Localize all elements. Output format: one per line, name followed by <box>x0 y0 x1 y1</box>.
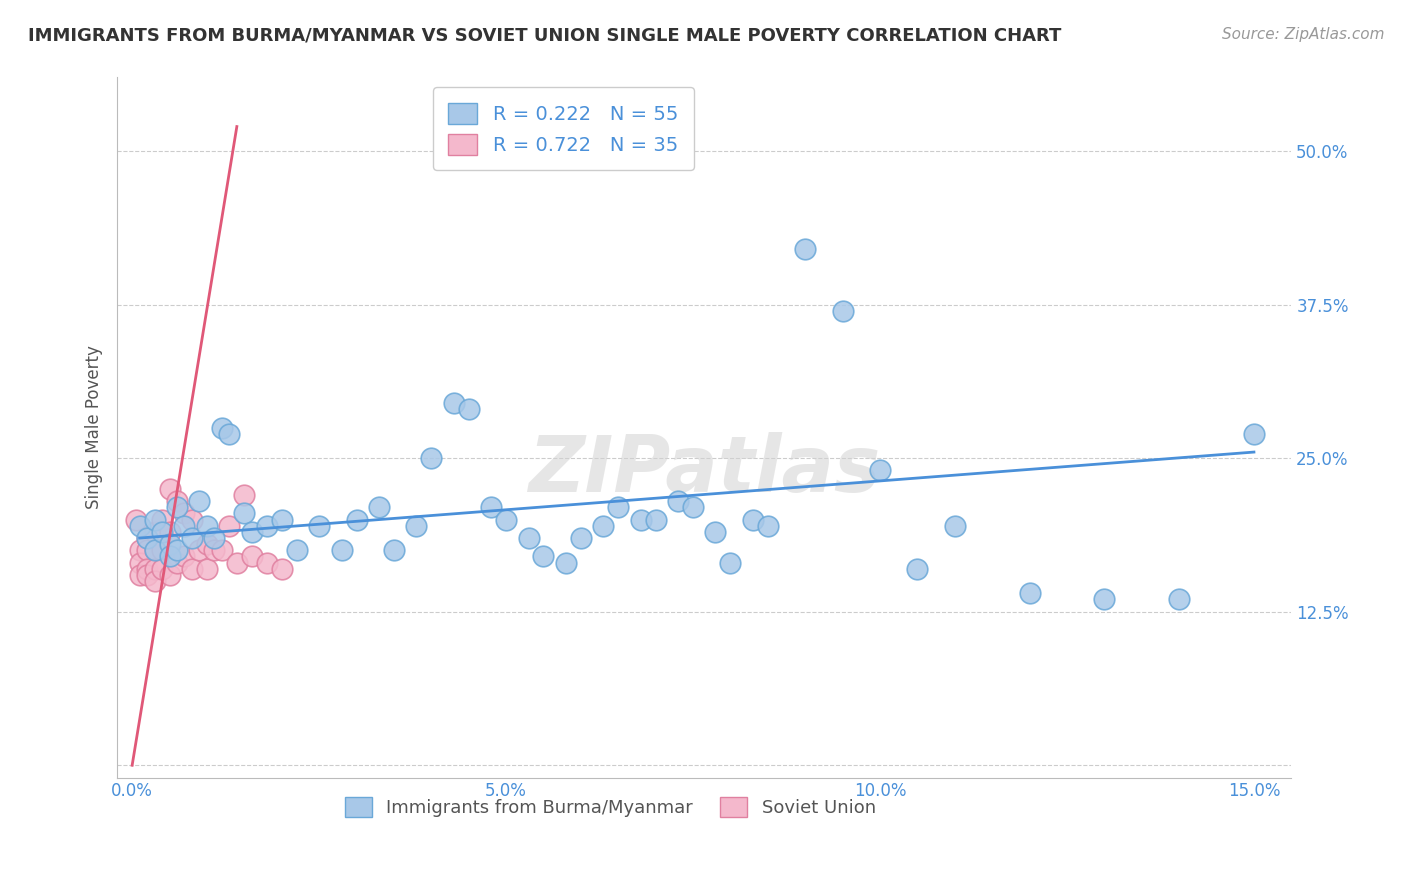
Point <box>195 518 218 533</box>
Point <box>150 543 173 558</box>
Point <box>181 513 204 527</box>
Point <box>1243 426 1265 441</box>
Point <box>166 500 188 515</box>
Point <box>720 556 742 570</box>
Point <box>233 507 256 521</box>
Point <box>405 518 427 533</box>
Point <box>479 500 502 515</box>
Point <box>159 568 181 582</box>
Point <box>240 524 263 539</box>
Text: Source: ZipAtlas.com: Source: ZipAtlas.com <box>1222 27 1385 42</box>
Point <box>125 513 148 527</box>
Point <box>256 518 278 533</box>
Point <box>457 402 479 417</box>
Legend: Immigrants from Burma/Myanmar, Soviet Union: Immigrants from Burma/Myanmar, Soviet Un… <box>337 790 883 824</box>
Point <box>630 513 652 527</box>
Point <box>517 531 540 545</box>
Point <box>188 494 211 508</box>
Point <box>285 543 308 558</box>
Point <box>143 574 166 588</box>
Point <box>143 513 166 527</box>
Point <box>869 463 891 477</box>
Point <box>741 513 763 527</box>
Point <box>181 562 204 576</box>
Point <box>128 518 150 533</box>
Point <box>554 556 576 570</box>
Point <box>443 396 465 410</box>
Point <box>256 556 278 570</box>
Point <box>128 543 150 558</box>
Point <box>682 500 704 515</box>
Point <box>159 549 181 564</box>
Point <box>150 524 173 539</box>
Point <box>666 494 689 508</box>
Point <box>128 568 150 582</box>
Y-axis label: Single Male Poverty: Single Male Poverty <box>86 345 103 509</box>
Point <box>150 513 173 527</box>
Point <box>181 531 204 545</box>
Point <box>136 531 159 545</box>
Point <box>382 543 405 558</box>
Point <box>831 303 853 318</box>
Text: ZIPatlas: ZIPatlas <box>529 432 880 508</box>
Point <box>173 549 195 564</box>
Point <box>756 518 779 533</box>
Point <box>211 420 233 434</box>
Point <box>202 543 225 558</box>
Point <box>495 513 517 527</box>
Point <box>159 524 181 539</box>
Point <box>143 562 166 576</box>
Point <box>569 531 592 545</box>
Point <box>270 513 292 527</box>
Point <box>188 543 211 558</box>
Point <box>150 562 173 576</box>
Point <box>136 562 159 576</box>
Point <box>943 518 966 533</box>
Point <box>368 500 391 515</box>
Point <box>533 549 555 564</box>
Point <box>1018 586 1040 600</box>
Point <box>211 543 233 558</box>
Point <box>166 556 188 570</box>
Point <box>195 537 218 551</box>
Point <box>173 507 195 521</box>
Text: IMMIGRANTS FROM BURMA/MYANMAR VS SOVIET UNION SINGLE MALE POVERTY CORRELATION CH: IMMIGRANTS FROM BURMA/MYANMAR VS SOVIET … <box>28 27 1062 45</box>
Point <box>136 531 159 545</box>
Point <box>270 562 292 576</box>
Point <box>166 494 188 508</box>
Point <box>794 243 817 257</box>
Point <box>1168 592 1191 607</box>
Point <box>346 513 368 527</box>
Point <box>136 568 159 582</box>
Point <box>225 556 247 570</box>
Point <box>308 518 330 533</box>
Point <box>143 543 166 558</box>
Point <box>128 556 150 570</box>
Point <box>136 543 159 558</box>
Point <box>420 451 443 466</box>
Point <box>905 562 928 576</box>
Point <box>202 531 225 545</box>
Point <box>704 524 727 539</box>
Point <box>218 518 240 533</box>
Point <box>330 543 353 558</box>
Point <box>233 488 256 502</box>
Point <box>592 518 614 533</box>
Point <box>166 543 188 558</box>
Point <box>143 524 166 539</box>
Point <box>218 426 240 441</box>
Point <box>173 518 195 533</box>
Point <box>159 482 181 496</box>
Point <box>143 543 166 558</box>
Point <box>1092 592 1115 607</box>
Point <box>159 537 181 551</box>
Point <box>195 562 218 576</box>
Point <box>240 549 263 564</box>
Point <box>607 500 630 515</box>
Point <box>644 513 666 527</box>
